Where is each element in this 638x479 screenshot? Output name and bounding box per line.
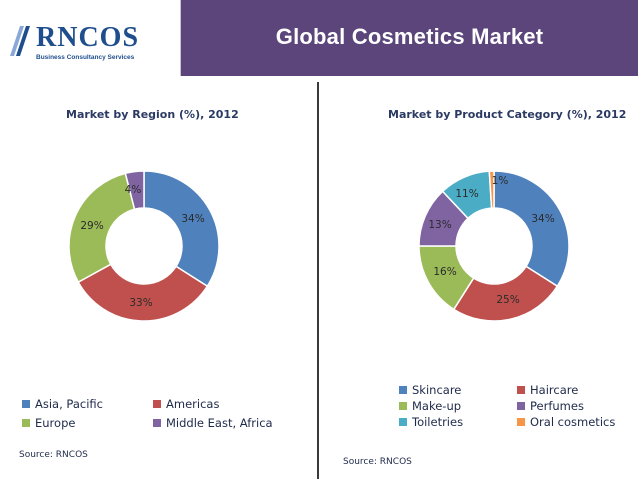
category-slice-skincare	[493, 170, 570, 288]
logo-mark-icon	[10, 26, 30, 56]
region-legend-item-asia-pacific: Asia, Pacific	[22, 397, 103, 411]
category-legend-item-oral-cosmetics: Oral cosmetics	[517, 415, 615, 429]
category-legend-item-make-up: Make-up	[399, 399, 461, 413]
category-label-toiletries: 11%	[455, 188, 478, 200]
region-legend-swatch	[153, 419, 161, 427]
region-slice-middle-east-africa	[124, 170, 145, 211]
region-chart-title: Market by Region (%), 2012	[66, 108, 239, 121]
category-legend-item-perfumes: Perfumes	[517, 399, 584, 413]
region-legend-item-americas: Americas	[153, 397, 219, 411]
category-legend-label: Make-up	[412, 399, 462, 413]
region-legend-label: Middle East, Africa	[166, 416, 273, 430]
region-legend-swatch	[153, 400, 161, 408]
category-label-skincare: 34%	[531, 213, 554, 225]
category-legend-swatch	[399, 418, 407, 426]
category-legend-label: Oral cosmetics	[530, 415, 616, 429]
header-bar	[181, 0, 638, 76]
logo-text: RNCOS	[36, 22, 140, 53]
page-title: Global Cosmetics Market	[275, 24, 544, 49]
region-slice-americas	[77, 263, 209, 322]
category-legend-swatch	[517, 418, 525, 426]
logo-area: RNCOS Business Consultancy Services	[0, 0, 182, 76]
category-legend-swatch	[399, 386, 407, 394]
region-source: Source: RNCOS	[19, 450, 88, 460]
category-label-oral-cosmetics: 1%	[492, 175, 509, 187]
category-legend-label: Haircare	[530, 383, 579, 397]
category-slice-haircare	[452, 265, 559, 322]
region-label-middle-east-africa: 4%	[125, 184, 142, 196]
region-label-asia-pacific: 34%	[181, 213, 204, 225]
category-legend-swatch	[399, 402, 407, 410]
category-legend-label: Perfumes	[530, 399, 584, 413]
category-legend-label: Toiletries	[412, 415, 464, 429]
logo-subtitle: Business Consultancy Services	[36, 54, 135, 61]
region-legend-item-europe: Europe	[22, 416, 75, 430]
region-legend-label: Americas	[166, 397, 220, 411]
region-slice-asia-pacific	[143, 170, 220, 288]
region-legend-item-middle-east-africa: Middle East, Africa	[153, 416, 273, 430]
category-donut-chart: 34% 25% 16% 13% 11% 1%	[418, 170, 570, 322]
region-legend-label: Europe	[35, 416, 76, 430]
region-slice-europe	[68, 172, 136, 284]
category-legend-swatch	[517, 402, 525, 410]
region-legend-swatch	[22, 400, 30, 408]
category-legend-item-haircare: Haircare	[517, 383, 578, 397]
category-label-haircare: 25%	[496, 294, 519, 306]
region-label-americas: 33%	[129, 297, 152, 309]
category-legend-label: Skincare	[412, 383, 462, 397]
category-slice-oral-cosmetics	[488, 170, 495, 209]
region-label-europe: 29%	[80, 220, 103, 232]
category-legend-item-skincare: Skincare	[399, 383, 461, 397]
category-legend-swatch	[517, 386, 525, 394]
category-label-perfumes: 13%	[428, 219, 451, 231]
region-legend-swatch	[22, 419, 30, 427]
category-chart-title: Market by Product Category (%), 2012	[388, 108, 627, 121]
panel-divider	[317, 82, 319, 479]
category-legend-item-toiletries: Toiletries	[399, 415, 463, 429]
region-donut-chart: 34% 33% 29% 4%	[68, 170, 220, 322]
region-legend-label: Asia, Pacific	[35, 397, 103, 411]
category-label-make-up: 16%	[433, 266, 456, 278]
category-source: Source: RNCOS	[343, 457, 412, 467]
